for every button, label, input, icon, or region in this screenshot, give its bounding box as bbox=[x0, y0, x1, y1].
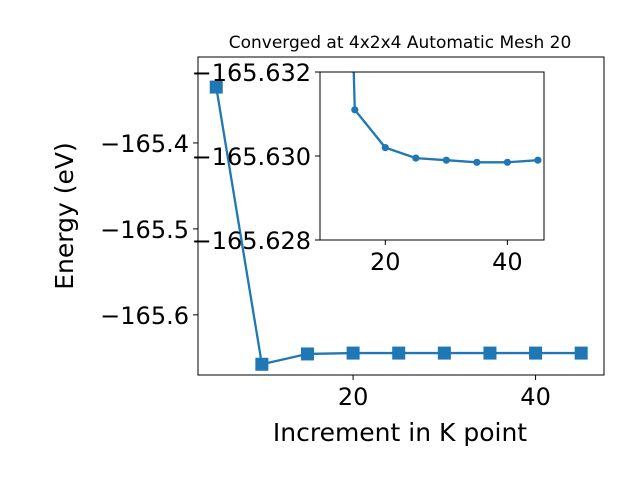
main-data-point bbox=[574, 346, 588, 360]
main-data-point bbox=[255, 357, 269, 371]
inset-data-point bbox=[351, 106, 359, 114]
inset-x-tick-label: 40 bbox=[492, 248, 523, 276]
inset-y-tick-label: −165.630 bbox=[192, 143, 311, 171]
main-data-point bbox=[529, 346, 543, 360]
main-x-tick-label: 40 bbox=[520, 383, 551, 411]
main-y-tick-label: −165.6 bbox=[100, 302, 189, 330]
inset-series bbox=[351, 72, 542, 166]
inset-data-point bbox=[381, 144, 389, 152]
inset-y-tick-label: −165.628 bbox=[192, 227, 311, 255]
inset-data-point bbox=[503, 158, 511, 166]
inset-series-line bbox=[352, 72, 538, 164]
inset-y-ticks: −165.632 −165.630 −165.628 bbox=[192, 59, 320, 255]
main-y-ticks: −165.4 −165.5 −165.6 bbox=[100, 130, 198, 330]
main-data-point bbox=[483, 346, 497, 360]
inset-x-ticks: 20 40 bbox=[370, 240, 523, 276]
main-y-tick-label: −165.4 bbox=[100, 130, 189, 158]
main-x-ticks: 20 40 bbox=[338, 375, 551, 411]
y-axis-label: Energy (eV) bbox=[50, 142, 79, 289]
chart-title: Converged at 4x2x4 Automatic Mesh 20 bbox=[229, 33, 572, 53]
inset-data-point bbox=[473, 158, 481, 166]
main-plot-frame bbox=[197, 56, 605, 376]
main-x-tick-label: 20 bbox=[338, 383, 369, 411]
main-data-point bbox=[346, 346, 360, 360]
inset-data-point bbox=[442, 156, 450, 164]
inset-y-tick-label: −165.632 bbox=[192, 59, 311, 87]
main-data-point bbox=[209, 80, 223, 94]
inset-data-point bbox=[412, 154, 420, 162]
main-data-point bbox=[300, 347, 314, 361]
main-y-tick-label: −165.5 bbox=[100, 216, 189, 244]
main-data-point bbox=[392, 346, 406, 360]
inset-x-tick-label: 20 bbox=[370, 248, 401, 276]
inset-background bbox=[320, 72, 544, 240]
x-axis-label: Increment in K point bbox=[273, 418, 527, 447]
main-series bbox=[209, 80, 588, 371]
inset-data-point bbox=[534, 156, 542, 164]
main-data-point bbox=[437, 346, 451, 360]
